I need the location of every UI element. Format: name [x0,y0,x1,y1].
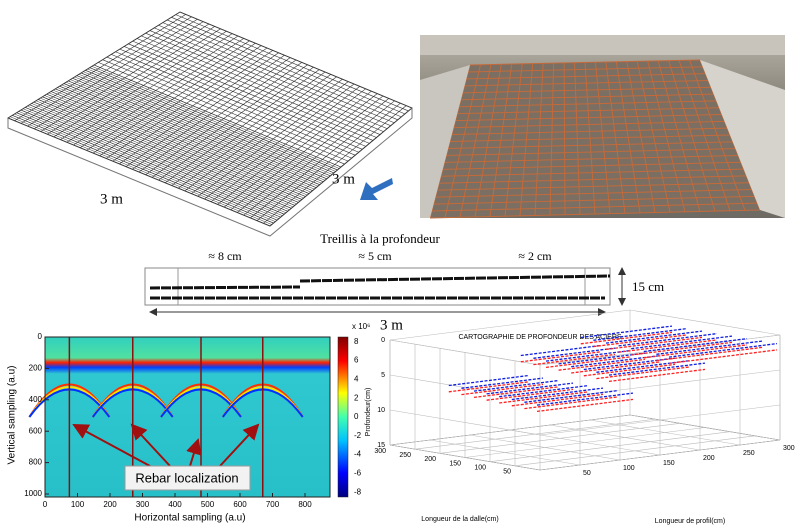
left-tick-label: 100 [474,465,486,472]
x-tick-label: 600 [233,500,247,509]
y-tick-label: 800 [29,458,43,467]
z-tick-label: 10 [377,407,385,414]
figure-canvas: 3 m 3 m Treillis à la profondeur ≈ 8 cm … [0,0,798,527]
x-tick-label: 800 [298,500,312,509]
colorbar-tick-label: -6 [354,469,362,478]
slab-length: 3 m [100,191,123,207]
left-tick-label: 250 [399,452,411,459]
x-tick-label: 400 [168,500,182,509]
y-tick-label: 400 [29,395,43,404]
grid-line [550,425,700,450]
right-tick-label: 50 [583,470,591,477]
colorbar-tick-label: -8 [354,487,362,496]
right-tick-label: 150 [663,460,675,467]
z-tick-label: 5 [381,372,385,379]
rebar-trace [533,348,615,358]
colorbar-tick-label: 0 [354,412,359,421]
right-tick-label: 250 [743,450,755,457]
left-tick-label: 50 [503,469,511,476]
colorbar-tick-label: -2 [354,431,362,440]
section-drawing [145,268,622,312]
x-tick-label: 100 [71,500,85,509]
rebar-trace [474,381,558,392]
x-tick-label: 300 [136,500,150,509]
colorbar-scale: x 10⁶ [352,322,370,331]
grid-line [590,420,740,445]
map-title: CARTOGRAPHIE DE PROFONDEUR DES ACIERS [458,334,621,341]
colorbar-tick-label: 6 [354,356,359,365]
depth-label: ≈ 5 cm [358,249,392,263]
x-tick-label: 500 [201,500,215,509]
colorbar [338,337,348,497]
site-photo [420,35,785,218]
grid-line [510,430,660,455]
right-axis-label: Longueur de profil(cm) [655,518,725,525]
frame-line [630,310,780,335]
colorbar-tick-label: 4 [354,375,359,384]
x-tick-label: 0 [43,500,48,509]
slab-width: 3 m [332,171,355,187]
x-axis-label: Horizontal sampling (a.u) [134,513,245,524]
rebar-trace [461,378,543,388]
left-tick-label: 200 [424,456,436,463]
right-tick-label: 200 [703,455,715,462]
slab-outline [8,12,412,226]
right-tick-label: 100 [623,465,635,472]
y-tick-label: 600 [29,426,43,435]
right-tick-label: 300 [783,445,795,452]
left-tick-label: 150 [449,460,461,467]
colorbar-tick-label: -4 [354,450,362,459]
y-tick-label: 200 [29,364,43,373]
colorbar-tick-label: 8 [354,337,359,346]
grid-line [470,435,620,460]
y-axis-label: Vertical sampling (a.u) [7,366,18,465]
z-axis-label: Profondeur(cm) [365,388,372,437]
left-axis-label: Longueur de la dalle(cm) [421,516,498,523]
y-tick-label: 0 [38,332,43,341]
x-tick-label: 700 [266,500,280,509]
annotation-label: Rebar localization [135,470,238,485]
section-length: 3 m [380,317,403,333]
left-tick-label: 300 [374,448,386,455]
y-tick-label: 1000 [24,489,42,498]
depth-label: ≈ 2 cm [518,249,552,263]
slab-mesh [8,12,412,236]
section-title: Treillis à la profondeur [320,231,440,246]
rebar-trace [546,351,630,362]
x-tick-label: 200 [103,500,117,509]
grid-line [630,415,780,440]
z-tick-label: 0 [381,337,385,344]
thickness-label: 15 cm [632,279,664,294]
colorbar-tick-label: 2 [354,393,359,402]
arrow-icon [360,178,393,200]
figure: 3 m 3 m Treillis à la profondeur ≈ 8 cm … [0,0,798,527]
depth-label: ≈ 8 cm [208,249,242,263]
